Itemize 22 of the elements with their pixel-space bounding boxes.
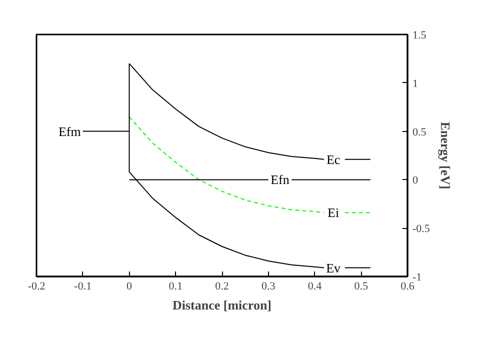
y-tick-label: -0.5 xyxy=(412,223,430,236)
y-tick-label: -1 xyxy=(412,272,422,284)
x-tick-label: 0.6 xyxy=(400,280,415,292)
x-axis-title: Distance [micron] xyxy=(172,298,272,312)
y-tick-label: 1.5 xyxy=(412,30,427,42)
y-axis-title: Energy [eV] xyxy=(438,122,453,190)
y-tick-label: 1 xyxy=(412,78,418,90)
x-tick-label: 0.5 xyxy=(354,280,368,292)
y-tick-label: 0 xyxy=(412,174,418,187)
x-tick-label: 0 xyxy=(126,280,132,292)
x-tick-label: 0.1 xyxy=(168,280,182,292)
x-tick-label: 0.4 xyxy=(308,280,322,292)
x-tick-label: 0.2 xyxy=(215,280,229,292)
series-label: Efm xyxy=(58,124,81,139)
series-label: Ei xyxy=(328,205,340,220)
series-label: Efn xyxy=(270,172,290,188)
x-tick-label: 0.3 xyxy=(262,280,276,292)
x-tick-label: -0.2 xyxy=(28,280,46,292)
legend-label: Ev xyxy=(326,260,342,276)
y-tick-label: 0.5 xyxy=(412,126,427,138)
x-tick-label: -0.1 xyxy=(74,280,92,292)
series-label: Ec xyxy=(326,152,340,167)
